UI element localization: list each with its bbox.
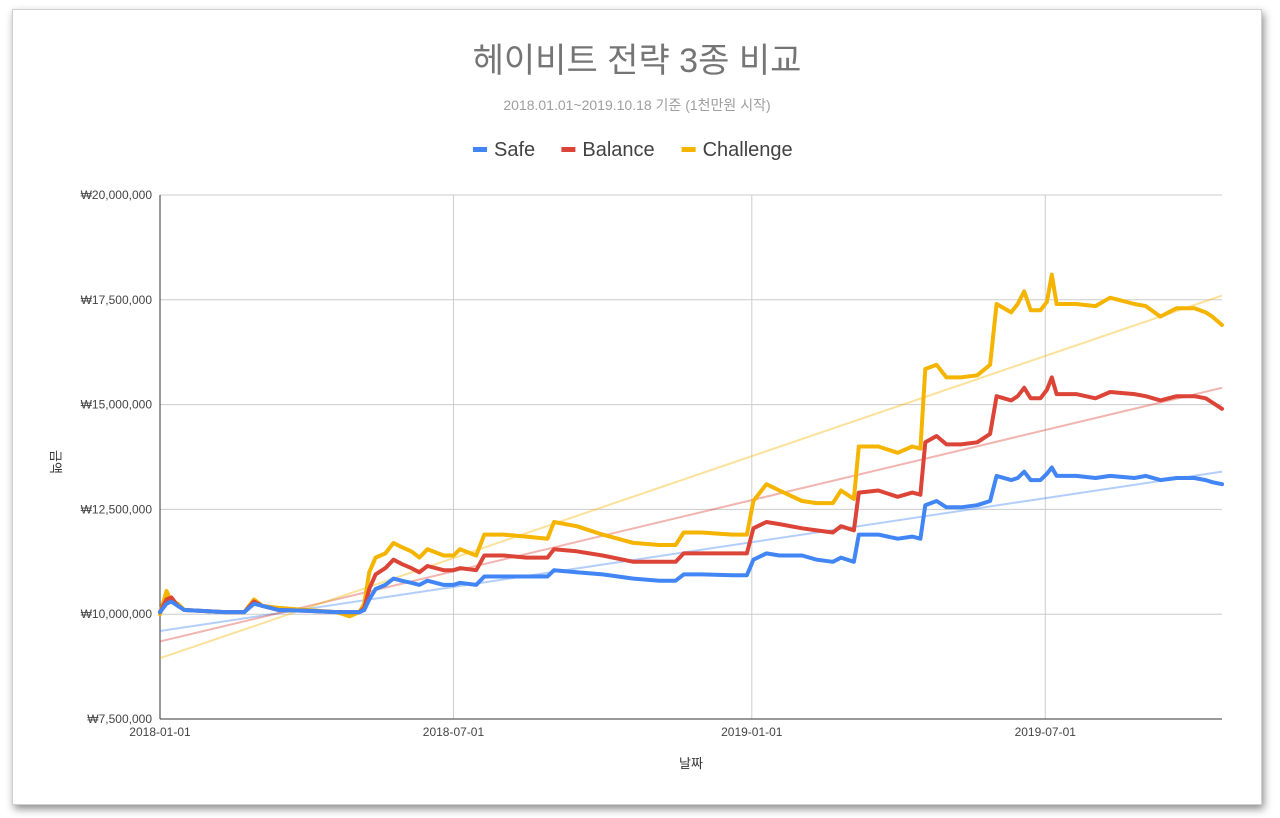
safe-series-line — [158, 465, 1224, 615]
balance-legend-label: Balance — [582, 139, 654, 161]
y-tick-label: ₩10,000,000 — [81, 607, 153, 621]
x-axis-ticks: 2018-01-01 2018-07-01 2019-01-01 2019-07-01 — [129, 725, 1076, 739]
x-tick-label: 2019-07-01 — [1015, 725, 1077, 739]
y-tick-label: ₩12,500,000 — [81, 502, 153, 516]
chart-subtitle: 2018.01.01~2019.10.18 기준 (1천만원 시작) — [503, 97, 770, 113]
gridlines — [159, 194, 1222, 720]
safe-legend-label: Safe — [494, 139, 535, 161]
safe-trendline — [159, 470, 1223, 632]
chart-frame: 헤이비트 전략 3종 비교 2018.01.01~2019.10.18 기준 (… — [12, 9, 1262, 805]
x-axis-label: 날짜 — [679, 756, 703, 771]
challenge-legend-swatch — [681, 147, 696, 152]
y-tick-label: ₩17,500,000 — [81, 293, 153, 307]
y-tick-label: ₩15,000,000 — [81, 398, 153, 412]
challenge-trendline — [159, 294, 1223, 660]
series-lines — [158, 272, 1224, 619]
y-tick-label: ₩7,500,000 — [87, 712, 152, 726]
safe-legend-swatch — [473, 147, 487, 152]
challenge-legend-label: Challenge — [703, 139, 793, 161]
challenge-series-line — [158, 272, 1224, 619]
trendlines — [159, 294, 1223, 660]
line-chart: 헤이비트 전략 3종 비교 2018.01.01~2019.10.18 기준 (… — [48, 42, 1224, 771]
x-tick-label: 2019-01-01 — [721, 725, 783, 739]
y-axis-ticks: ₩7,500,000 ₩10,000,000 ₩12,500,000 ₩15,000,… — [81, 188, 153, 726]
y-tick-label: ₩20,000,000 — [81, 188, 153, 202]
balance-trendline — [159, 386, 1223, 643]
legend: Safe Balance Challenge — [473, 139, 793, 161]
balance-legend-swatch — [561, 147, 576, 152]
x-tick-label: 2018-07-01 — [423, 725, 485, 739]
x-tick-label: 2018-01-01 — [129, 725, 191, 739]
chart-title: 헤이비트 전략 3종 비교 — [473, 42, 802, 80]
y-axis-label: 금액 — [48, 450, 63, 474]
